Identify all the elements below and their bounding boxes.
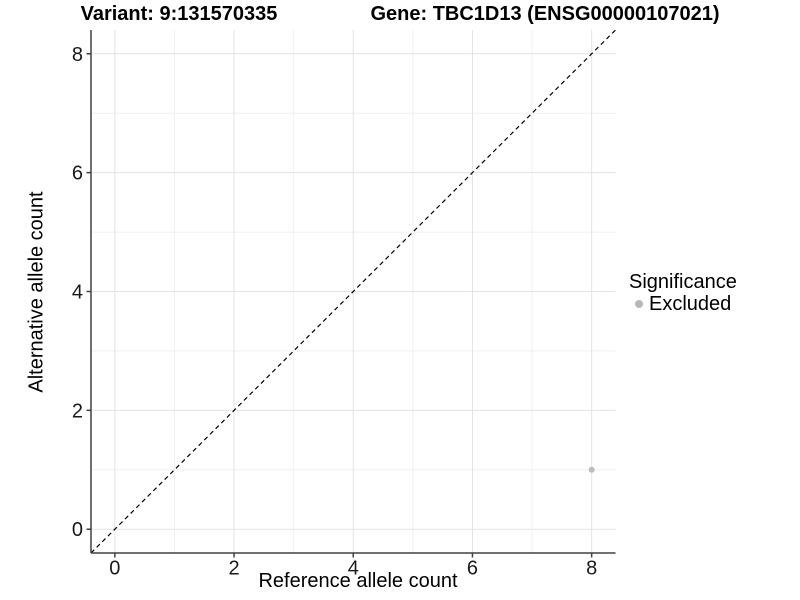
excluded-point-icon <box>635 300 643 308</box>
x-tick-label: 2 <box>228 558 239 580</box>
y-tick-label: 2 <box>72 400 83 422</box>
x-tick-label: 8 <box>586 558 597 580</box>
y-axis-title: Alternative allele count <box>25 191 48 393</box>
legend-title: Significance <box>629 271 737 293</box>
legend: Significance Excluded <box>629 271 737 314</box>
y-tick-label: 4 <box>72 282 83 304</box>
x-tick-label: 6 <box>467 558 478 580</box>
y-tick-label: 6 <box>72 163 83 185</box>
x-axis-title: Reference allele count <box>258 570 458 592</box>
identity-line <box>90 29 616 554</box>
x-tick-label: 0 <box>109 558 120 580</box>
legend-key <box>629 294 649 314</box>
y-tick-label: 0 <box>72 519 83 541</box>
legend-item-excluded: Excluded <box>629 294 737 314</box>
gene-title: Gene: TBC1D13 (ENSG00000107021) <box>370 3 720 25</box>
data-point <box>588 466 595 473</box>
legend-item-label: Excluded <box>649 293 732 315</box>
x-tick-label: 4 <box>348 558 359 580</box>
variant-title: Variant: 9:131570335 <box>80 3 278 25</box>
y-tick-label: 8 <box>72 44 83 66</box>
